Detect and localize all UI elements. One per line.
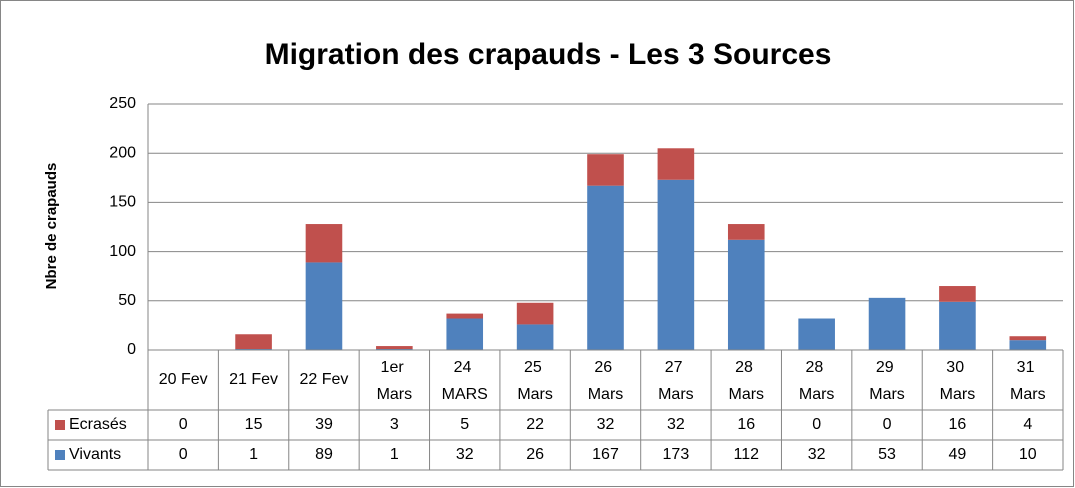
x-tick-label-line: Mars (1010, 386, 1046, 403)
chart-title: Migration des crapauds - Les 3 Sources (265, 38, 832, 71)
x-tick-label-line: 26 (594, 359, 616, 376)
legend-label: Ecrasés (69, 416, 127, 433)
x-tick-label-line: Mars (799, 386, 835, 403)
x-tick-label: 28 Mars (728, 359, 764, 403)
table-value: 32 (456, 446, 474, 463)
table-value: 16 (949, 416, 967, 433)
bar-segment (1009, 340, 1047, 350)
bar-segment (727, 224, 765, 240)
x-tick-label-line: 28 (735, 359, 757, 376)
bar-segment (305, 262, 343, 350)
x-tick-label-line: Mars (658, 386, 694, 403)
y-tick-label: 250 (109, 95, 136, 112)
y-tick-label: 200 (109, 144, 136, 161)
table-value: 26 (526, 446, 544, 463)
y-tick-label: 100 (109, 243, 136, 260)
table-value: 39 (315, 416, 333, 433)
table-value: 1 (390, 446, 399, 463)
legend-swatch (55, 450, 65, 460)
table-value: 0 (179, 446, 188, 463)
table-value: 112 (734, 446, 760, 463)
x-tick-label-line: 25 (524, 359, 546, 376)
table-value: 32 (667, 416, 685, 433)
table-value: 16 (737, 416, 755, 433)
y-axis-title: Nbre de crapauds (43, 163, 60, 290)
legend-label: Vivants (69, 446, 121, 463)
table-value: 53 (878, 446, 896, 463)
y-tick-label: 50 (118, 292, 136, 309)
table-value: 49 (949, 446, 967, 463)
table-value: 0 (812, 416, 821, 433)
table-value: 3 (390, 416, 399, 433)
x-tick-label-line: 27 (665, 359, 687, 376)
bar-segment (376, 346, 413, 350)
y-tick-label: 0 (127, 341, 136, 358)
table-value: 32 (808, 446, 826, 463)
table-value: 167 (592, 446, 619, 463)
x-tick-label-line: Mars (588, 386, 624, 403)
x-tick-label: 21 Fev (229, 371, 278, 388)
table-value: 89 (315, 446, 333, 463)
x-tick-label-line: 28 (806, 359, 828, 376)
x-tick-label-line: Mars (940, 386, 976, 403)
x-tick-label: 1er Mars (377, 359, 413, 403)
x-tick-label: 31 Mars (1010, 359, 1046, 403)
x-tick-label: 30 Mars (940, 359, 976, 403)
x-tick-label-line: 30 (946, 359, 968, 376)
x-tick-label: 22 Fev (300, 371, 349, 388)
table-value: 32 (597, 416, 615, 433)
bar-segment (657, 148, 695, 180)
table-value: 0 (883, 416, 892, 433)
x-tick-label: 26 Mars (588, 359, 624, 403)
table-value: 4 (1023, 416, 1032, 433)
table-value: 5 (460, 416, 469, 433)
table-value: 15 (245, 416, 263, 433)
bar-segment (305, 224, 343, 263)
bar-segment (587, 154, 624, 186)
x-tick-label-line: 24 (454, 359, 476, 376)
bar-segment (657, 179, 695, 350)
x-tick-label-line: 1er (381, 359, 409, 376)
x-tick-label-line: MARS (442, 386, 488, 403)
bar-segment (446, 313, 484, 319)
bar-segment (939, 301, 976, 350)
x-tick-label: 28 Mars (799, 359, 835, 403)
x-tick-label-line: Mars (728, 386, 764, 403)
bar-segment (516, 324, 554, 350)
x-tick-label-line: Mars (517, 386, 553, 403)
x-tick-label-line: 29 (876, 359, 898, 376)
table-value: 10 (1019, 446, 1037, 463)
x-tick-label: 24 MARS (442, 359, 488, 403)
bar-segment (798, 318, 835, 350)
bar-segment (939, 286, 976, 302)
x-tick-label-line: Mars (377, 386, 413, 403)
bar-segment (587, 185, 624, 350)
legend-swatch (55, 420, 65, 430)
y-tick-label: 150 (109, 194, 136, 211)
x-tick-label: 29 Mars (869, 359, 905, 403)
table-value: 1 (249, 446, 258, 463)
x-tick-label: 27 Mars (658, 359, 694, 403)
bar-segment (1009, 336, 1047, 341)
x-tick-label-line: Mars (869, 386, 905, 403)
x-tick-label-line: 31 (1017, 359, 1039, 376)
bar-segment (516, 302, 554, 325)
x-tick-label: 20 Fev (159, 371, 208, 388)
bar-segment (235, 334, 272, 350)
table-value: 22 (526, 416, 544, 433)
bar-segment (727, 239, 765, 350)
bar-segment (446, 318, 484, 350)
table-value: 0 (179, 416, 188, 433)
table-value: 173 (663, 446, 690, 463)
bar-segment (868, 297, 906, 350)
x-tick-label: 25 Mars (517, 359, 553, 403)
